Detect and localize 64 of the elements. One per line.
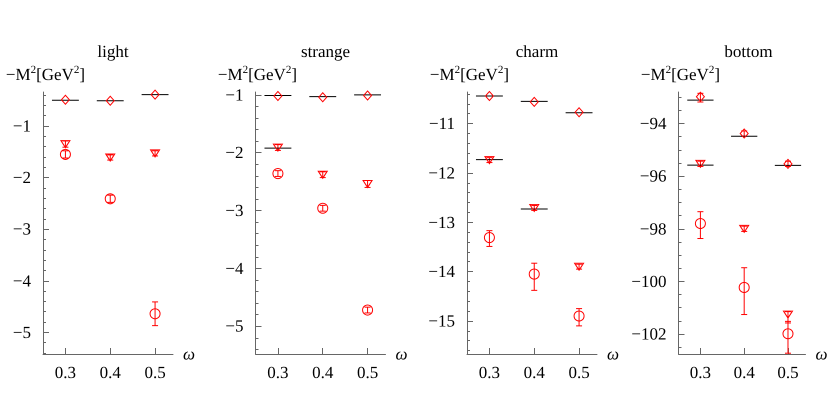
y-tick-label: −4 [224,258,244,278]
y-tick-label: −13 [428,212,455,232]
y-tick-label: −100 [630,272,666,291]
y-axis-title: −M$^{2}$[GeV$^{2}$] [218,64,297,85]
point [362,90,372,100]
x-tick-label: 0.5 [776,363,798,382]
x-tick-label: 0.3 [689,363,711,382]
y-tick-label: −102 [630,324,666,344]
point [782,328,793,340]
x-axis-title: ω [607,344,620,364]
point [782,158,792,169]
x-tick-label: 0.4 [312,363,334,382]
y-axis-title: −M$^{2}$[GeV$^{2}$] [640,64,720,85]
point [60,94,70,105]
y-tick-label: −2 [224,143,243,162]
y-tick-label: −2 [12,168,31,188]
point [738,282,750,293]
y-tick-label: −3 [12,220,31,239]
chart-title: charm [516,42,558,61]
y-tick-label: −98 [639,219,666,238]
x-tick-label: 0.3 [478,363,500,382]
point [150,308,161,320]
point [528,268,540,280]
point [318,92,327,102]
point [574,310,585,322]
x-tick-label: 0.5 [356,363,378,382]
point [150,90,160,100]
x-tick-label: 0.3 [266,363,288,382]
y-axis-title: −M$^{2}$[GeV$^{2}$] [6,64,85,85]
x-tick-label: 0.3 [54,363,76,382]
y-tick-label: −5 [12,322,31,342]
y-tick-label: −5 [224,316,243,336]
point [694,218,706,230]
y-axis-title: −M$^{2}$[GeV$^{2}$] [430,64,509,85]
y-tick-label: −94 [639,114,666,134]
point [484,90,494,101]
x-axis-title: ω [814,344,828,364]
x-tick-label: 0.4 [100,363,122,382]
x-tick-label: 0.5 [568,363,590,382]
y-tick-label: −1 [224,85,243,104]
x-axis-title: ω [183,344,196,364]
y-tick-label: −4 [12,271,32,290]
x-axis-title: ω [395,344,408,364]
y-tick-label: −15 [428,311,455,330]
y-tick-label: −12 [428,163,455,182]
x-tick-label: 0.4 [733,363,755,382]
y-tick-label: −11 [429,114,455,134]
y-tick-label: −96 [639,166,666,186]
y-tick-label: −1 [12,116,31,136]
point [530,96,539,107]
x-tick-label: 0.4 [524,363,546,382]
x-tick-label: 0.5 [144,363,166,382]
y-tick-label: −3 [224,201,243,220]
y-tick-label: −14 [428,262,456,282]
point [106,96,115,106]
point [272,168,283,180]
point [272,91,282,102]
chart-title: bottom [724,42,772,61]
chart-title: strange [300,42,350,61]
point [739,128,748,139]
chart-title: light [97,42,129,61]
point [362,304,373,316]
point [574,107,584,118]
point [484,232,495,244]
